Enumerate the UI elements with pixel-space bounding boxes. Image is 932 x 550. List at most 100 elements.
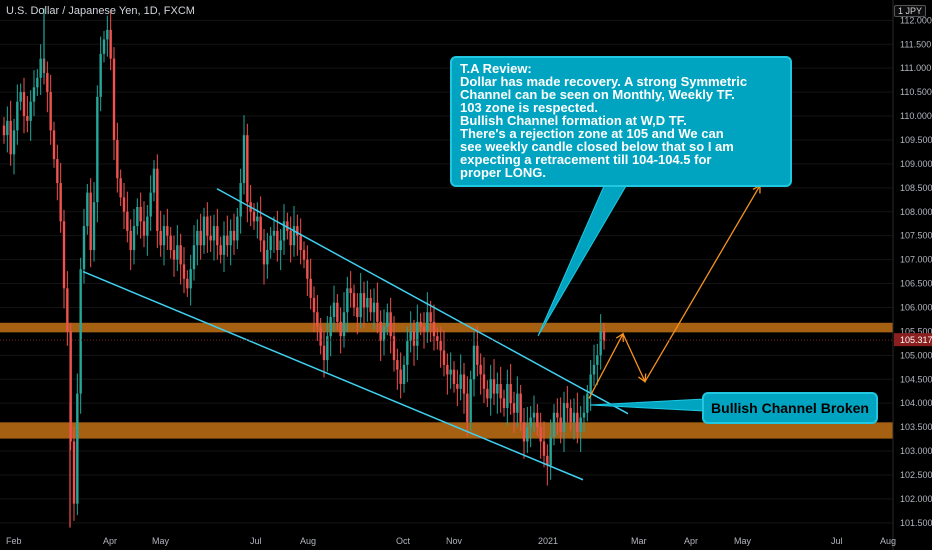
candle-body bbox=[469, 379, 472, 423]
candle-body bbox=[596, 355, 599, 365]
projection-line bbox=[588, 185, 761, 399]
candle-body bbox=[106, 29, 109, 40]
candle-body bbox=[232, 230, 236, 241]
candle-body bbox=[472, 345, 476, 380]
candle-body bbox=[72, 441, 76, 504]
candle-body bbox=[76, 393, 79, 504]
x-tick-label: Apr bbox=[684, 536, 698, 546]
symbol-title: U.S. Dollar / Japanese Yen, 1D, FXCM bbox=[6, 5, 195, 17]
candle-body bbox=[366, 297, 369, 308]
candle-body bbox=[406, 340, 409, 365]
y-tick-label: 112.000 bbox=[900, 15, 932, 25]
review-line: Channel can be seen on Monthly, Weekly T… bbox=[460, 87, 735, 102]
review-line: Bullish Channel formation at W,D TF. bbox=[460, 113, 687, 128]
candle-body bbox=[582, 412, 586, 418]
candle-body bbox=[586, 393, 589, 413]
candle-body bbox=[229, 230, 232, 246]
review-line: expecting a retracement till 104-104.5 f… bbox=[460, 152, 712, 167]
candle-body bbox=[286, 221, 289, 231]
x-tick-label: May bbox=[152, 536, 170, 546]
candle-body bbox=[419, 321, 422, 327]
x-tick-label: May bbox=[734, 536, 752, 546]
y-tick-label: 103.000 bbox=[900, 446, 932, 456]
candle-body bbox=[546, 455, 549, 466]
candle-body bbox=[466, 393, 469, 423]
candle-body bbox=[49, 92, 52, 131]
candle-body bbox=[506, 384, 509, 408]
candle-body bbox=[132, 226, 136, 251]
candle-body bbox=[152, 168, 156, 193]
candle-body bbox=[19, 92, 22, 102]
y-tick-label: 106.000 bbox=[900, 302, 932, 312]
review-line: There's a rejection zone at 105 and We c… bbox=[460, 126, 724, 141]
candle-body bbox=[529, 417, 532, 428]
x-tick-label: Apr bbox=[103, 536, 117, 546]
candle-body bbox=[452, 369, 456, 385]
candle-body bbox=[299, 235, 302, 251]
candle-body bbox=[126, 211, 129, 231]
candle-body bbox=[306, 259, 309, 279]
candle-body bbox=[396, 360, 399, 370]
candle-body bbox=[442, 350, 446, 365]
candle-body bbox=[96, 96, 99, 203]
candle-body bbox=[12, 130, 16, 155]
y-tick-label: 103.500 bbox=[900, 422, 932, 432]
candle-body bbox=[566, 403, 569, 408]
candle-body bbox=[416, 321, 419, 346]
candle-body bbox=[222, 235, 226, 255]
x-tick-label: Jul bbox=[250, 536, 262, 546]
candle-body bbox=[122, 197, 126, 212]
candle-body bbox=[192, 245, 196, 270]
y-tick-label: 111.000 bbox=[900, 63, 931, 73]
candle-body bbox=[499, 384, 502, 399]
candle-body bbox=[556, 412, 559, 418]
candle-body bbox=[79, 269, 82, 394]
candle-body bbox=[316, 312, 319, 327]
review-line: T.A Review: bbox=[460, 61, 532, 76]
candle-body bbox=[246, 135, 249, 203]
zones bbox=[0, 322, 893, 439]
x-tick-label: Feb bbox=[6, 536, 22, 546]
candle-body bbox=[599, 331, 602, 356]
candle-body bbox=[109, 29, 112, 59]
candle-body bbox=[502, 398, 506, 408]
candle-body bbox=[326, 336, 329, 361]
candle-body bbox=[196, 230, 199, 246]
candle-body bbox=[172, 250, 176, 260]
candle-body bbox=[56, 159, 59, 184]
candle-body bbox=[202, 216, 206, 246]
candle-body bbox=[256, 216, 259, 222]
currency-badge[interactable]: 1 JPY bbox=[893, 5, 926, 17]
candle-body bbox=[282, 221, 286, 241]
candle-body bbox=[6, 120, 9, 136]
candle-body bbox=[279, 240, 282, 251]
candle-body bbox=[312, 297, 316, 313]
x-tick-label: Aug bbox=[880, 536, 896, 546]
candle-body bbox=[426, 312, 429, 332]
y-tick-label: 108.000 bbox=[900, 207, 932, 217]
candle-body bbox=[22, 92, 26, 117]
candle-body bbox=[62, 221, 66, 289]
candle-body bbox=[576, 412, 579, 432]
y-tick-label: 111.500 bbox=[900, 39, 931, 49]
candle-body bbox=[532, 412, 536, 418]
candle-body bbox=[392, 336, 396, 361]
zone-band bbox=[0, 322, 893, 333]
candle-body bbox=[186, 278, 189, 289]
y-tick-label: 105.500 bbox=[900, 326, 932, 336]
candle-body bbox=[342, 312, 346, 337]
candle-body bbox=[549, 436, 552, 466]
candle-body bbox=[359, 293, 362, 318]
candle-body bbox=[272, 230, 276, 236]
candle-body bbox=[66, 288, 69, 332]
candle-body bbox=[219, 245, 222, 255]
candle-body bbox=[116, 139, 119, 179]
candle-body bbox=[436, 336, 439, 341]
candle-body bbox=[362, 293, 366, 308]
candle-body bbox=[9, 120, 12, 155]
candle-body bbox=[169, 235, 172, 251]
candle-body bbox=[439, 340, 442, 351]
candles bbox=[2, 8, 606, 528]
candle-body bbox=[492, 379, 496, 394]
candle-body bbox=[179, 245, 182, 265]
